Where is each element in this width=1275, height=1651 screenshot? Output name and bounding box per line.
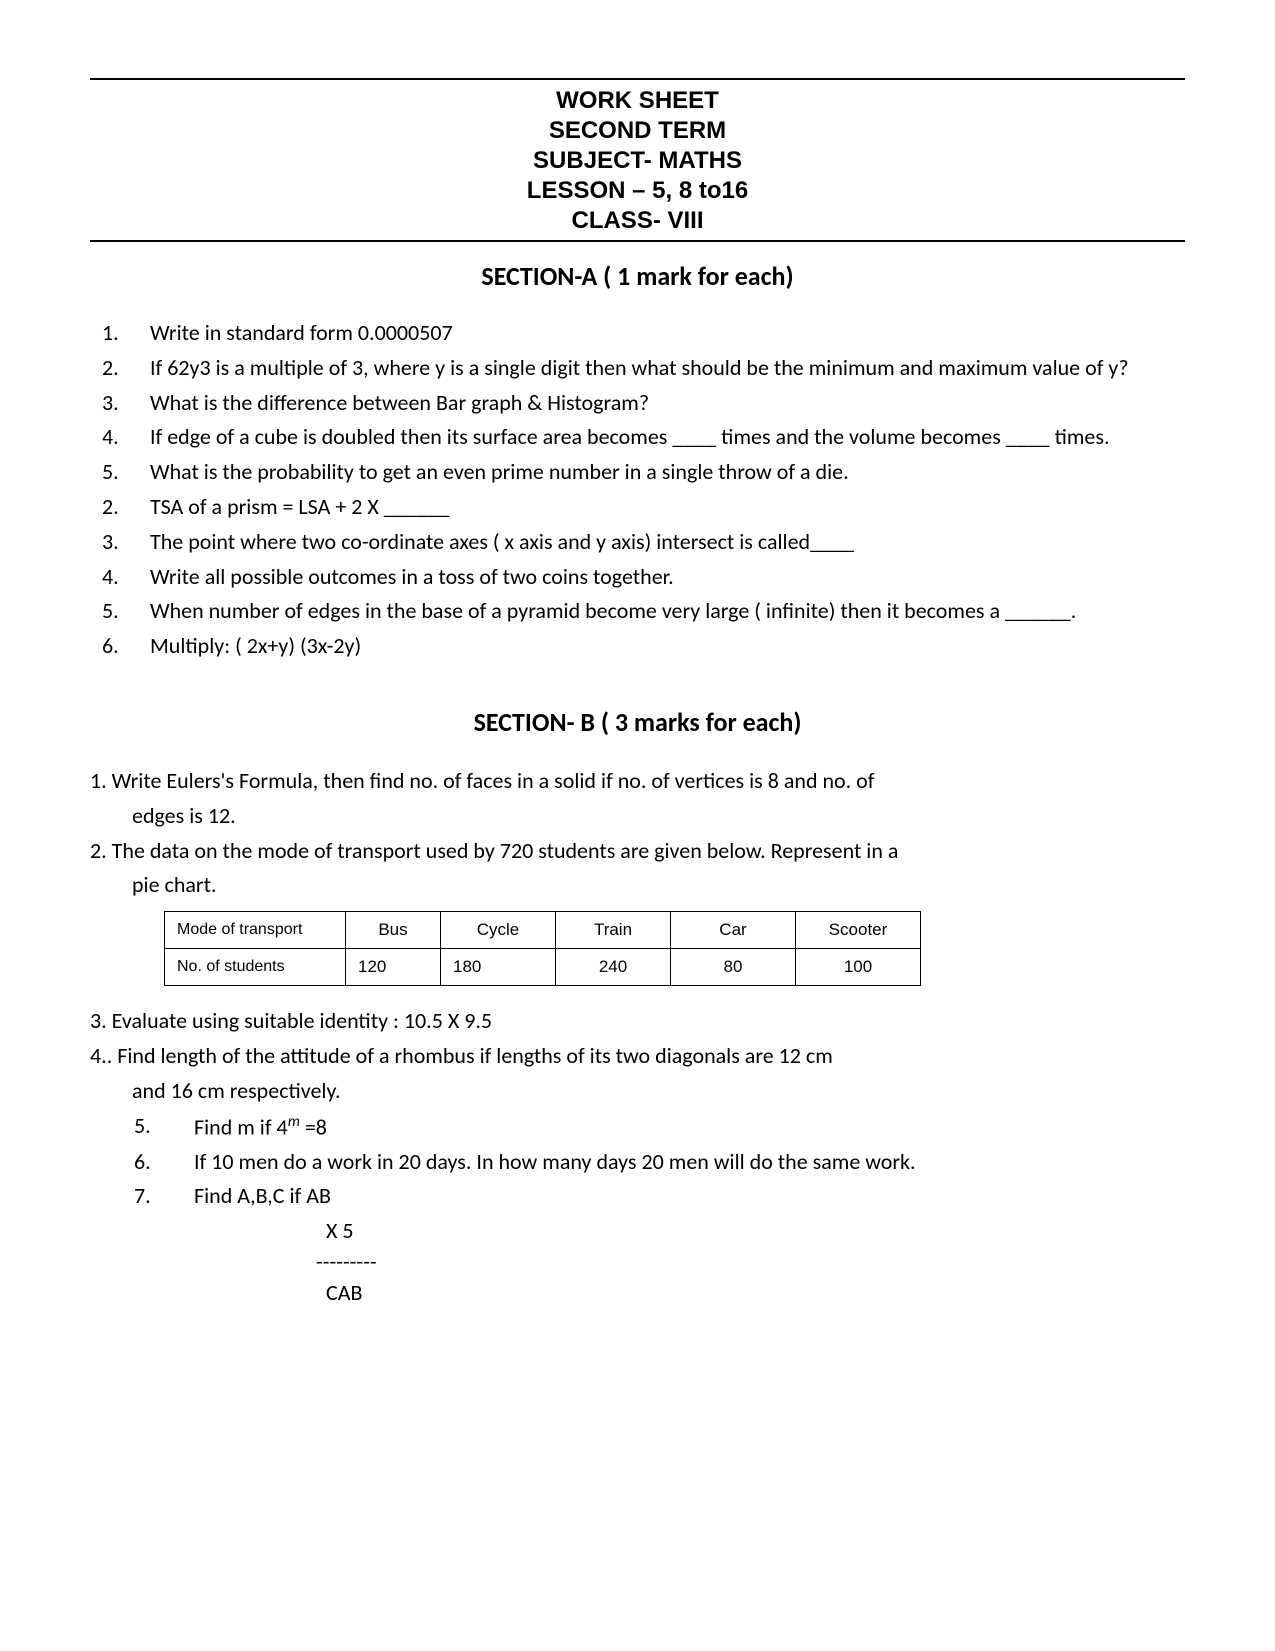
question-text: Write in standard form 0.0000507 <box>150 318 1185 349</box>
question-number: 6. <box>134 1147 194 1178</box>
question-number: 2. <box>102 492 150 523</box>
table-header: Bus <box>346 912 441 949</box>
header-line-4: LESSON – 5, 8 to16 <box>90 176 1185 206</box>
question-text: If edge of a cube is doubled then its su… <box>150 422 1185 453</box>
table-cell: 180 <box>441 949 556 986</box>
mult-line: CAB <box>270 1278 1185 1309</box>
question-item: 3. What is the difference between Bar gr… <box>102 388 1185 419</box>
header-line-5: CLASS- VIII <box>90 206 1185 236</box>
question-item: 5. Find m if 4m =8 <box>134 1111 1185 1143</box>
question-number: 6. <box>102 631 150 662</box>
table-cell: 120 <box>346 949 441 986</box>
question-number: 1. <box>102 318 150 349</box>
table-header: Mode of transport <box>165 912 346 949</box>
mult-line: --------- <box>270 1247 1185 1278</box>
q5-superscript: m <box>288 1112 300 1131</box>
multiplication-block: X 5 --------- CAB <box>270 1216 1185 1308</box>
table-cell: 240 <box>556 949 671 986</box>
question-number: 4. <box>102 562 150 593</box>
question-item: 4. If edge of a cube is doubled then its… <box>102 422 1185 453</box>
question-text: When number of edges in the base of a py… <box>150 596 1185 627</box>
question-text: 4.. Find length of the attitude of a rho… <box>90 1041 1185 1072</box>
question-text: The point where two co-ordinate axes ( x… <box>150 527 1185 558</box>
table-cell: 100 <box>796 949 921 986</box>
table-header: Car <box>671 912 796 949</box>
question-item: 6. Multiply: ( 2x+y) (3x-2y) <box>102 631 1185 662</box>
mult-line: X 5 <box>270 1216 1185 1247</box>
section-a-title: SECTION-A ( 1 mark for each) <box>90 260 1185 292</box>
question-item: 6. If 10 men do a work in 20 days. In ho… <box>134 1147 1185 1178</box>
question-text: 1. Write Eulers's Formula, then find no.… <box>90 766 1185 797</box>
question-text: If 10 men do a work in 20 days. In how m… <box>194 1147 1185 1178</box>
section-a-list: 1. Write in standard form 0.0000507 2. I… <box>102 318 1185 662</box>
question-text: Find m if 4m =8 <box>194 1111 1185 1143</box>
question-number: 5. <box>102 457 150 488</box>
question-text: 3. Evaluate using suitable identity : 10… <box>90 1006 1185 1037</box>
question-number: 5. <box>134 1111 194 1143</box>
question-number: 5. <box>102 596 150 627</box>
question-item: 5. When number of edges in the base of a… <box>102 596 1185 627</box>
worksheet-page: WORK SHEET SECOND TERM SUBJECT- MATHS LE… <box>0 0 1275 1651</box>
table-cell: No. of students <box>165 949 346 986</box>
table-cell: 80 <box>671 949 796 986</box>
table-header: Cycle <box>441 912 556 949</box>
table-header: Train <box>556 912 671 949</box>
question-item: 2. If 62y3 is a multiple of 3, where y i… <box>102 353 1185 384</box>
question-text: Multiply: ( 2x+y) (3x-2y) <box>150 631 1185 662</box>
question-text: What is the difference between Bar graph… <box>150 388 1185 419</box>
header-line-1: WORK SHEET <box>90 86 1185 116</box>
q5-post: =8 <box>300 1113 327 1140</box>
question-text: edges is 12. <box>90 801 1185 832</box>
table-header: Scooter <box>796 912 921 949</box>
question-text: If 62y3 is a multiple of 3, where y is a… <box>150 353 1185 384</box>
question-text: What is the probability to get an even p… <box>150 457 1185 488</box>
header-line-2: SECOND TERM <box>90 116 1185 146</box>
question-text: Find A,B,C if AB <box>194 1181 1185 1212</box>
question-text: pie chart. <box>90 870 1185 901</box>
q5-pre: Find m if 4 <box>194 1113 288 1140</box>
question-number: 3. <box>102 388 150 419</box>
question-number: 4. <box>102 422 150 453</box>
worksheet-header: WORK SHEET SECOND TERM SUBJECT- MATHS LE… <box>90 78 1185 242</box>
question-number: 2. <box>102 353 150 384</box>
header-line-3: SUBJECT- MATHS <box>90 146 1185 176</box>
question-item: 5. What is the probability to get an eve… <box>102 457 1185 488</box>
question-text: 2. The data on the mode of transport use… <box>90 836 1185 867</box>
section-b-title: SECTION- B ( 3 marks for each) <box>90 706 1185 738</box>
table-row: Mode of transport Bus Cycle Train Car Sc… <box>165 912 921 949</box>
section-b-list: 1. Write Eulers's Formula, then find no.… <box>90 766 1185 1309</box>
question-item: 3. The point where two co-ordinate axes … <box>102 527 1185 558</box>
section-b-sublist: 5. Find m if 4m =8 6. If 10 men do a wor… <box>134 1111 1185 1213</box>
question-item: 7. Find A,B,C if AB <box>134 1181 1185 1212</box>
question-number: 7. <box>134 1181 194 1212</box>
question-item: 2. TSA of a prism = LSA + 2 X ______ <box>102 492 1185 523</box>
question-text: and 16 cm respectively. <box>90 1076 1185 1107</box>
question-text: TSA of a prism = LSA + 2 X ______ <box>150 492 1185 523</box>
question-item: 4. Write all possible outcomes in a toss… <box>102 562 1185 593</box>
table-row: No. of students 120 180 240 80 100 <box>165 949 921 986</box>
question-item: 1. Write in standard form 0.0000507 <box>102 318 1185 349</box>
question-text: Write all possible outcomes in a toss of… <box>150 562 1185 593</box>
transport-table: Mode of transport Bus Cycle Train Car Sc… <box>164 911 921 986</box>
question-number: 3. <box>102 527 150 558</box>
